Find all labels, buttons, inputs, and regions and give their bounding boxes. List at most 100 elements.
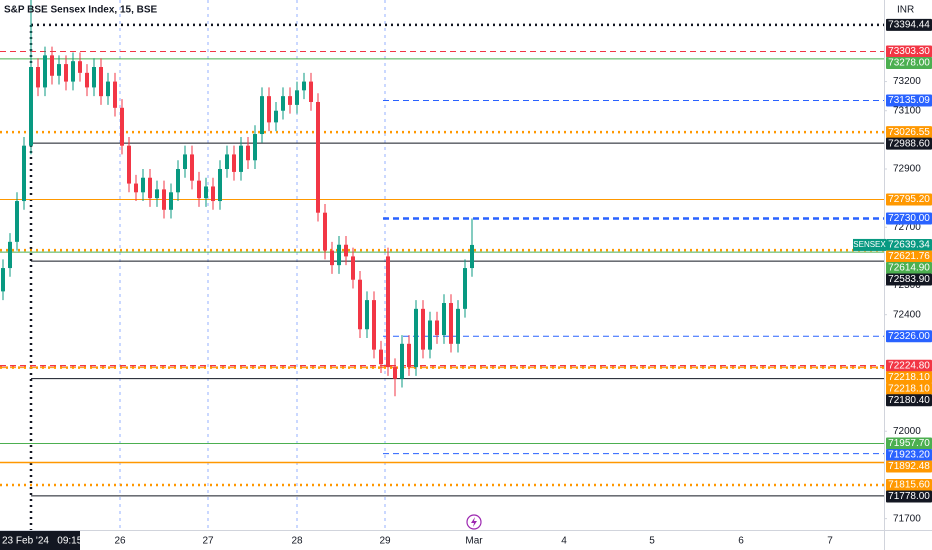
candle-body [15, 201, 19, 242]
x-tick-label: Mar [465, 536, 483, 547]
price-label: 72218.10 [888, 372, 930, 383]
price-label-box [886, 371, 932, 384]
price-label-box [886, 490, 932, 503]
candle-body [267, 96, 271, 123]
price-label: 71892.48 [888, 461, 930, 472]
price-label: 72326.00 [888, 331, 930, 342]
candle-body [323, 212, 327, 251]
candle-body [337, 244, 341, 266]
candle-body [120, 107, 124, 146]
candle-body [386, 256, 390, 368]
price-label: 73303.30 [888, 46, 930, 57]
price-label: 71815.60 [888, 480, 930, 491]
candle-body [99, 67, 103, 97]
candle-body [176, 168, 180, 193]
candle-body [169, 192, 173, 210]
lightning-icon [466, 514, 482, 530]
price-label: 72224.80 [888, 360, 930, 371]
y-tick-label: 72900 [893, 164, 921, 175]
candle-body [470, 244, 474, 269]
axis-layer: 71700 72000 72400 72500 72700 72900 73100 73200… [0, 18, 932, 550]
candle-body [85, 72, 89, 88]
currency: INR [897, 5, 914, 16]
candle-body [113, 81, 117, 108]
price-label-box [886, 460, 932, 473]
x-tick-label: 4 [561, 536, 567, 547]
y-tick-label: 72000 [893, 426, 921, 437]
y-tick-label: 72500 [893, 280, 921, 291]
candle-body [379, 349, 383, 365]
candle-body [295, 90, 299, 105]
plot-layer [0, 0, 884, 497]
price-label-box [886, 478, 932, 491]
candle-body [449, 303, 453, 344]
x-tick-label: 27 [202, 536, 214, 547]
candle-body [141, 177, 145, 193]
candle-body [36, 67, 40, 88]
price-label-box [886, 56, 932, 69]
candle-body [197, 180, 201, 199]
price-label: 72730.00 [888, 213, 930, 224]
candle-body [344, 244, 348, 257]
candle-body [57, 64, 61, 76]
candle-body [442, 303, 446, 336]
candle-body [92, 67, 96, 88]
symbol-label-box [853, 238, 886, 251]
price-label-box [886, 212, 932, 225]
price-label-box [886, 437, 932, 450]
price-label: 71957.70 [888, 438, 930, 449]
price-label-box [886, 193, 932, 206]
y-tick-label: 73200 [893, 76, 921, 87]
crosshair-time-box [0, 531, 80, 550]
y-tick-label: 72400 [893, 309, 921, 320]
candle-body [302, 81, 306, 91]
candle-body [288, 96, 292, 105]
price-label-box [886, 94, 932, 107]
symbol-label: SENSEX [853, 240, 886, 249]
price-label-box [886, 126, 932, 139]
candle-body [330, 250, 334, 266]
candle-body [260, 96, 264, 135]
candle-body [50, 55, 54, 76]
price-label: 73026.55 [888, 127, 930, 138]
candle-body [43, 55, 47, 88]
candle-body [400, 343, 404, 379]
price-label-box [886, 261, 932, 274]
candle-body [134, 183, 138, 193]
x-tick-label: 7 [827, 536, 833, 547]
price-label-box [886, 238, 932, 251]
price-label-box [886, 273, 932, 286]
candle-body [218, 168, 222, 202]
x-tick-label: 6 [738, 536, 744, 547]
price-label-box [886, 449, 932, 462]
candle-body [211, 186, 215, 202]
x-tick-label: 26 [114, 536, 126, 547]
price-label-box [886, 45, 932, 58]
candle-body [393, 367, 397, 379]
candle-body [253, 134, 257, 161]
candle-body [365, 300, 369, 330]
candle-body [183, 154, 187, 169]
candle-body [22, 145, 26, 202]
candle-body [155, 189, 159, 199]
candle-body [351, 256, 355, 280]
candle-body [463, 268, 467, 309]
price-label: 73135.09 [888, 95, 930, 106]
price-label-box [886, 137, 932, 150]
candle-body [78, 61, 82, 73]
candle-body [428, 320, 432, 350]
candle-body [246, 145, 250, 161]
candle-body [239, 145, 243, 172]
candle-body [190, 154, 194, 181]
candle-body [456, 308, 460, 344]
y-tick-label: 73100 [893, 105, 921, 116]
candle-body [421, 308, 425, 350]
candle-body [1, 268, 5, 292]
price-label: 73278.00 [888, 58, 930, 69]
price-label-box [886, 359, 932, 372]
price-label-box [886, 382, 932, 395]
candle-body [29, 67, 33, 146]
price-label-box [886, 250, 932, 263]
candle-body [148, 177, 152, 199]
